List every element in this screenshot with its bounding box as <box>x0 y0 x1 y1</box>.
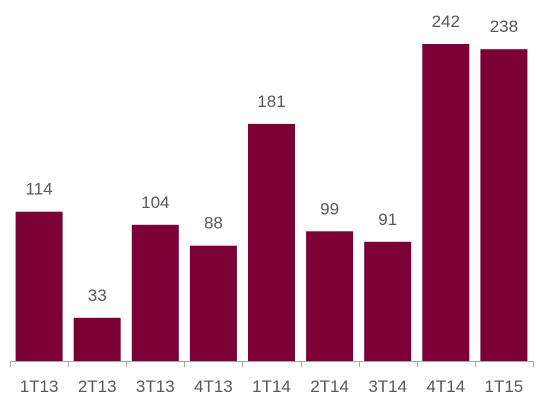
value-labels-group: 114 33 104 88 181 99 91 242 238 <box>26 12 519 305</box>
bar-4t14 <box>422 44 470 361</box>
x-tick-label-1t13: 1T13 <box>20 377 59 396</box>
x-tick-label-4t13: 4T13 <box>194 377 233 396</box>
value-label-2t13: 33 <box>88 286 107 305</box>
bar-2t14 <box>306 231 354 361</box>
bar-4t13 <box>189 245 237 361</box>
x-tick-label-2t14: 2T14 <box>310 377 349 396</box>
x-tick-label-1t14: 1T14 <box>252 377 291 396</box>
x-axis-labels-group: 1T13 2T13 3T13 4T13 1T14 2T14 3T14 4T14 1T15 <box>20 377 524 396</box>
bar-2t13 <box>73 317 121 361</box>
value-label-1t13: 114 <box>26 180 53 199</box>
x-tick-label-3t14: 3T14 <box>368 377 407 396</box>
value-label-4t14: 242 <box>432 12 460 31</box>
x-tick-label-2t13: 2T13 <box>78 377 117 396</box>
value-label-2t14: 99 <box>320 199 339 218</box>
value-label-3t14: 91 <box>378 210 397 229</box>
bar-1t13 <box>15 211 63 361</box>
value-label-1t14: 181 <box>257 92 285 111</box>
bar-1t14 <box>248 123 295 362</box>
x-tick-label-3t13: 3T13 <box>136 377 175 396</box>
value-label-3t13: 104 <box>141 193 169 212</box>
bar-1t15 <box>480 49 528 361</box>
bars-group <box>15 44 528 362</box>
x-axis-ticks-group <box>10 361 534 367</box>
value-label-4t13: 88 <box>204 214 223 233</box>
x-tick-label-1t15: 1T15 <box>485 377 524 396</box>
bar-3t14 <box>364 241 412 361</box>
bar-3t13 <box>131 224 179 361</box>
x-tick-label-4t14: 4T14 <box>426 377 465 396</box>
value-label-1t15: 238 <box>490 17 518 36</box>
